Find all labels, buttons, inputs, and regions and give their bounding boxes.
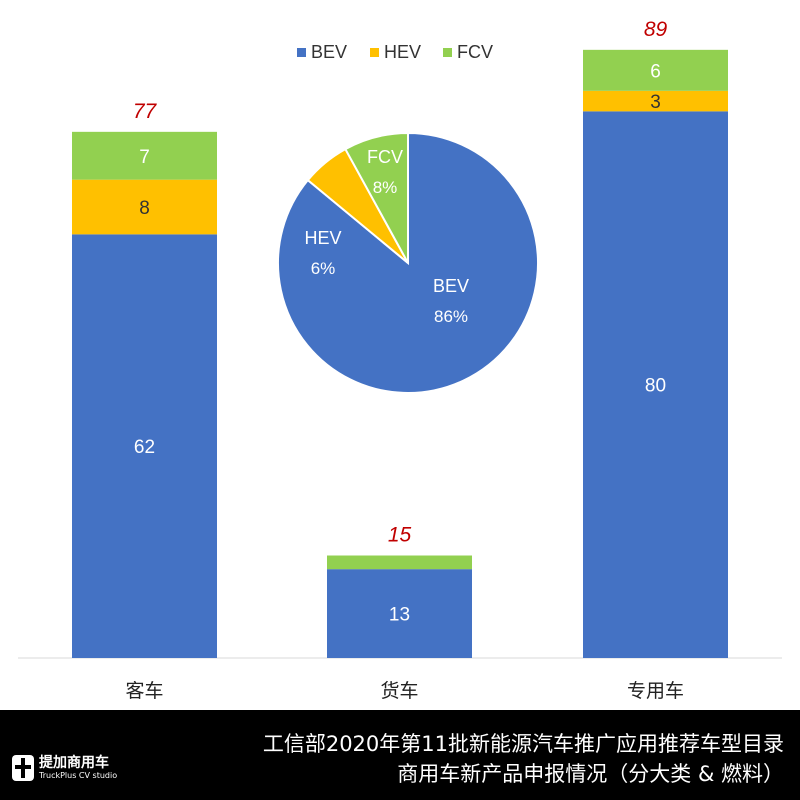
category-label: 客车: [125, 680, 163, 702]
pie-percent: 8%: [373, 178, 398, 197]
pie-percent: 86%: [434, 307, 468, 326]
bar-bev: [583, 111, 728, 659]
caption-line2: 商用车新产品申报情况（分大类 & 燃料）: [397, 762, 784, 786]
total-label: 89: [644, 18, 668, 41]
pie-label: HEV: [304, 228, 341, 248]
bar-fcv: [583, 49, 728, 91]
caption-banner: 提加商用车 TruckPlus CV studio 工信部2020年第11批新能…: [0, 710, 800, 800]
total-label: 15: [388, 524, 412, 547]
logo-cn: 提加商用车: [39, 754, 109, 771]
data-label: 62: [134, 437, 155, 458]
caption-line1: 工信部2020年第11批新能源汽车推广应用推荐车型目录: [262, 732, 784, 756]
pie-percent: 6%: [311, 259, 336, 278]
legend-label: BEV: [311, 42, 347, 62]
bar-fcv: [327, 555, 472, 570]
data-label: 80: [645, 376, 666, 397]
legend-label: FCV: [457, 42, 493, 62]
bar-bev: [327, 569, 472, 658]
pie-slice-fcv: [344, 131, 409, 264]
legend-swatch-hev: [370, 48, 379, 57]
data-label: 7: [139, 147, 150, 168]
bar-bev: [72, 234, 217, 659]
data-label: 8: [139, 198, 150, 219]
category-label: 货车: [380, 680, 418, 702]
bar-hev: [72, 179, 217, 235]
data-label: 3: [650, 92, 661, 113]
logo-en: TruckPlus CV studio: [39, 770, 118, 780]
pie-label: FCV: [367, 147, 403, 167]
total-label: 77: [133, 100, 158, 123]
logo-icon: [12, 755, 34, 781]
bar-fcv: [72, 131, 217, 180]
pie-label: BEV: [433, 276, 469, 296]
bar-hev: [583, 90, 728, 112]
logo: 提加商用车 TruckPlus CV studio: [12, 755, 117, 781]
category-label: 专用车: [627, 680, 684, 702]
data-label: 6: [650, 61, 661, 82]
legend-swatch-fcv: [443, 48, 452, 57]
data-label: 13: [389, 605, 410, 626]
legend-swatch-bev: [297, 48, 306, 57]
legend-label: HEV: [384, 42, 421, 62]
